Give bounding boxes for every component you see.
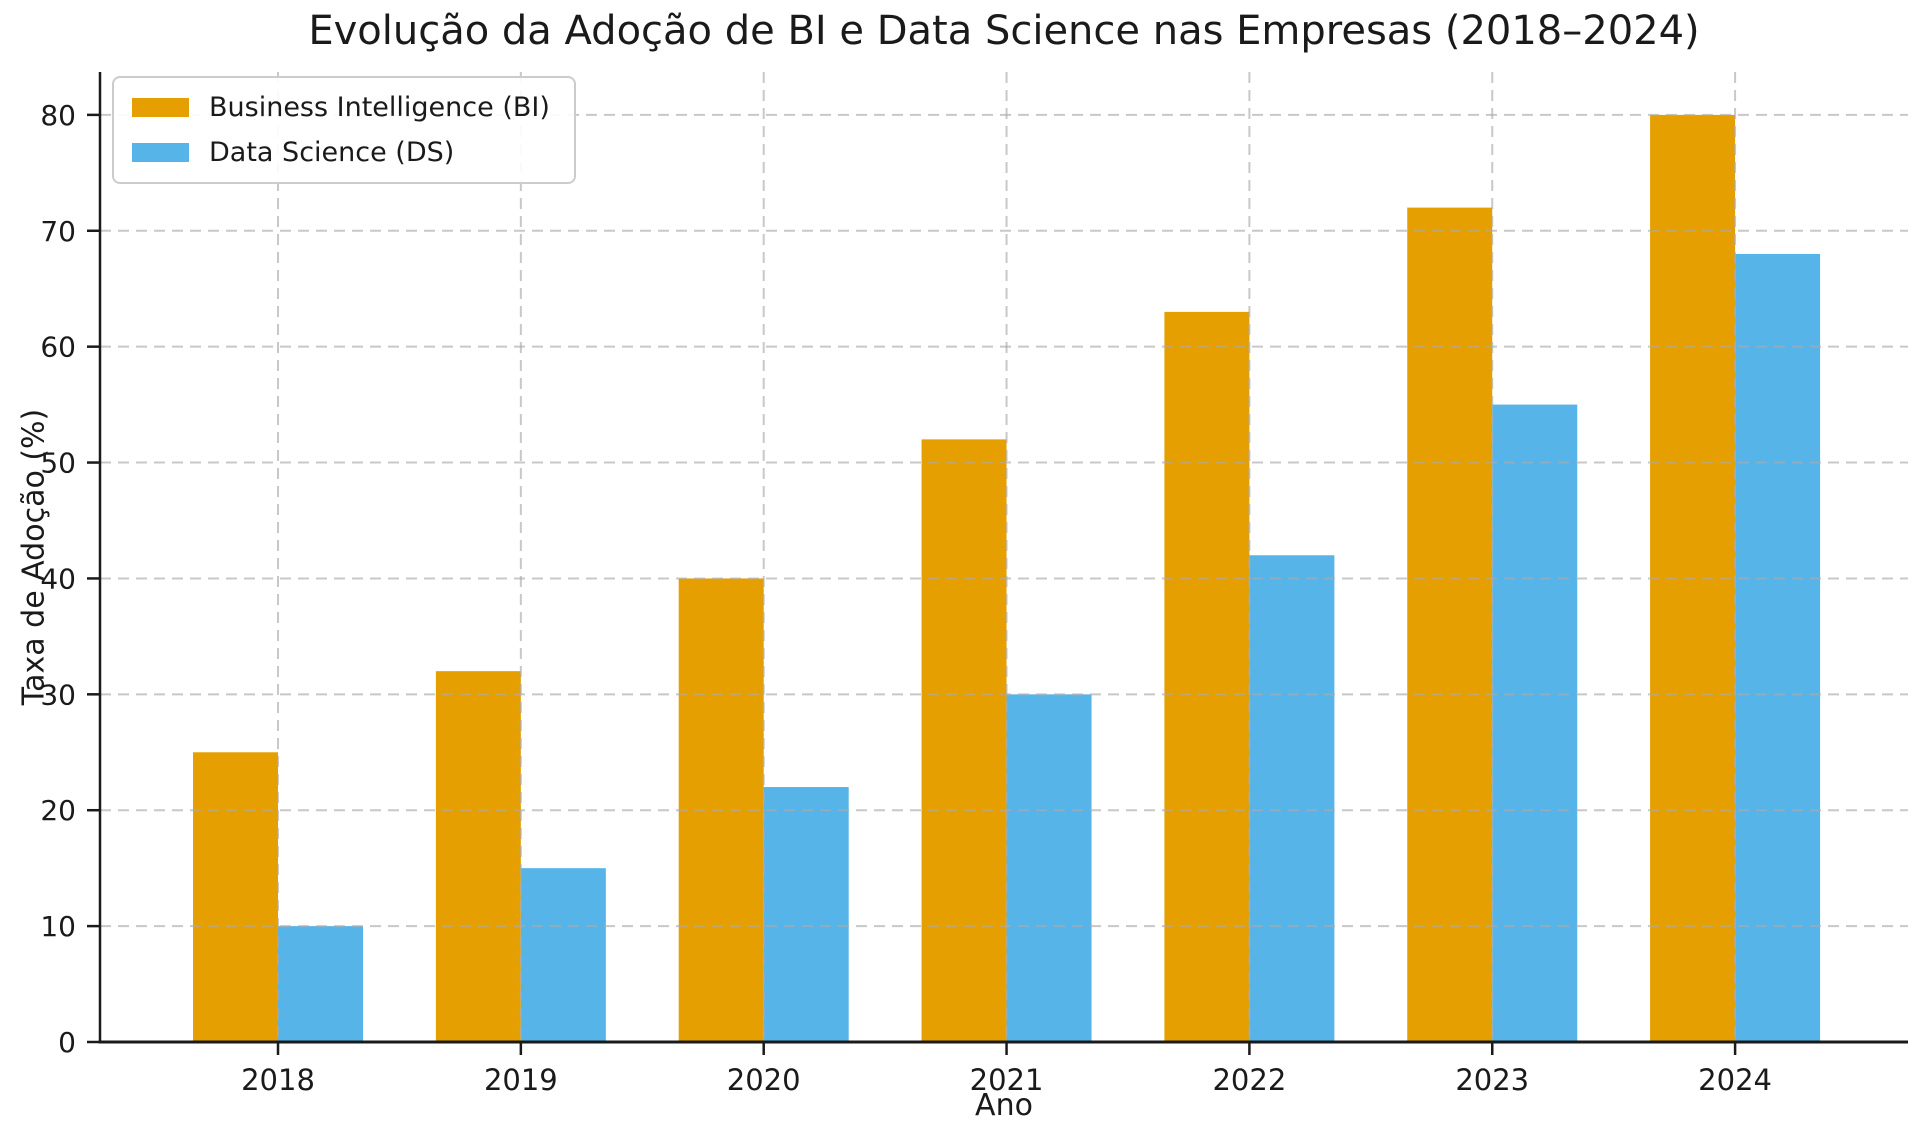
x-tick-label: 2022: [1212, 1063, 1286, 1097]
x-tick-label: 2018: [241, 1063, 315, 1097]
bar-bi-2019: [435, 671, 521, 1042]
bar-bi-2022: [1164, 311, 1250, 1043]
x-tick-label: 2020: [727, 1063, 801, 1097]
x-tick-label: 2024: [1698, 1063, 1772, 1097]
legend-label: Business Intelligence (BI): [209, 92, 550, 123]
bar-ds-2022: [1249, 555, 1335, 1042]
bar-ds-2024: [1735, 253, 1821, 1042]
y-tick-label: 70: [40, 215, 76, 248]
bar-ds-2021: [1006, 694, 1092, 1042]
y-tick-label: 0: [58, 1026, 76, 1059]
x-tick-label: 2021: [970, 1063, 1044, 1097]
legend: Business Intelligence (BI) Data Science (…: [112, 76, 576, 184]
bar-bi-2021: [921, 439, 1007, 1042]
bar-ds-2020: [763, 787, 849, 1042]
y-tick-label: 30: [40, 678, 76, 711]
x-tick-label: 2019: [484, 1063, 558, 1097]
bar-ds-2023: [1492, 404, 1578, 1042]
y-axis-label: Taxa de Adoção (%): [16, 408, 52, 706]
y-tick-label: 40: [40, 562, 76, 595]
y-tick-label: 60: [40, 331, 76, 364]
y-tick-label: 50: [40, 447, 76, 480]
legend-item-0: Business Intelligence (BI): [132, 92, 550, 123]
bar-bi-2018: [193, 752, 279, 1042]
legend-swatch-icon: [132, 143, 189, 162]
x-tick-label: 2023: [1455, 1063, 1529, 1097]
y-tick-label: 80: [40, 99, 76, 132]
bar-ds-2018: [278, 926, 364, 1042]
x-axis-label: Ano: [975, 1088, 1033, 1123]
bar-bi-2023: [1407, 207, 1493, 1042]
bar-ds-2019: [520, 868, 606, 1042]
y-tick-label: 10: [40, 910, 76, 943]
legend-item-1: Data Science (DS): [132, 137, 550, 168]
y-tick-label: 20: [40, 794, 76, 827]
legend-label: Data Science (DS): [209, 137, 455, 168]
chart-title: Evolução da Adoção de BI e Data Science …: [308, 8, 1700, 54]
legend-swatch-icon: [132, 98, 189, 117]
